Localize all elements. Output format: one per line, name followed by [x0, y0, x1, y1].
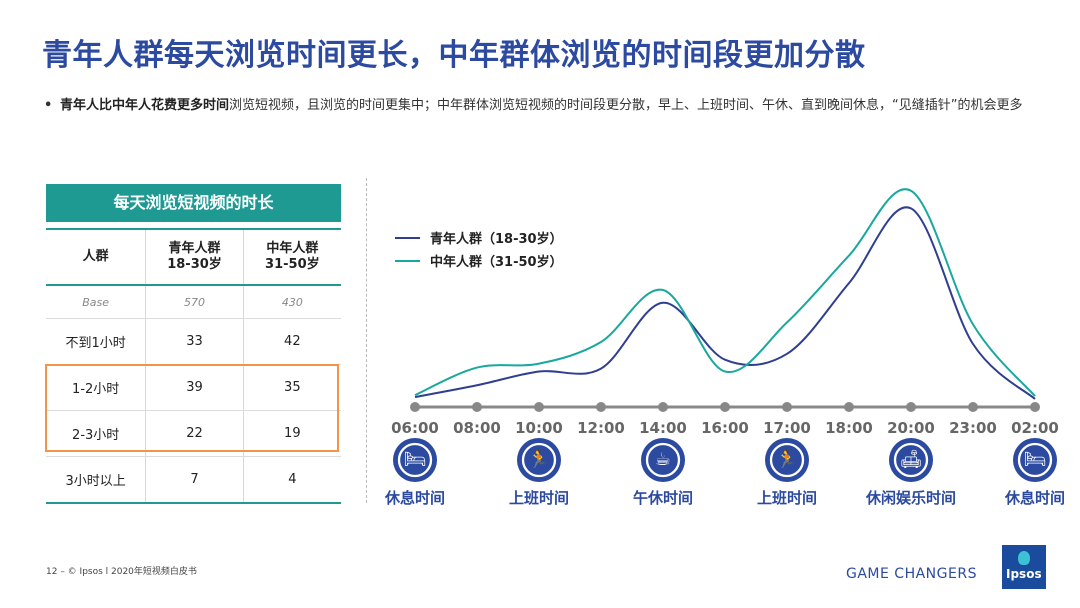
runner-icon: 🏃 [517, 438, 561, 482]
row-label: 3小时以上 [46, 456, 147, 504]
series-line-1 [414, 188, 1036, 397]
duration-table: 人群 青年人群 18-30岁 中年人群 31-50岁 Base 570 430 … [46, 230, 341, 504]
column-header-young-text: 青年人群 18-30岁 [167, 241, 222, 272]
timeline-dot [844, 402, 854, 412]
table-row: 不到1小时 33 42 [46, 318, 341, 365]
coffee-icon-ring [645, 442, 681, 478]
row-label: 2-3小时 [46, 410, 147, 457]
timeline-dot [782, 402, 792, 412]
x-tick-label: 12:00 [577, 419, 625, 437]
timeline-dot [720, 402, 730, 412]
row-mid: 19 [243, 410, 341, 457]
activity-label: 休息时间 [384, 489, 445, 507]
brand-text: GAME CHANGERS [846, 566, 977, 582]
coffee-icon-glyph: ☕ [654, 449, 672, 470]
runner-icon-glyph: 🏃 [775, 449, 799, 470]
x-tick-label: 17:00 [763, 419, 811, 437]
x-tick-label: 14:00 [639, 419, 687, 437]
timeline-dot [596, 402, 606, 412]
table-row: 2-3小时 22 19 [46, 410, 341, 457]
summary-bullet: • 青年人比中年人花费更多时间浏览短视频，且浏览的时间更集中；中年群体浏览短视频… [44, 96, 1044, 115]
summary-text: 浏览短视频，且浏览的时间更集中；中年群体浏览短视频的时间段更分散，早上、上班时间… [229, 98, 1023, 113]
x-tick-label: 02:00 [1011, 419, 1059, 437]
bed-icon: 🛏 [393, 438, 437, 482]
x-tick-label: 20:00 [887, 419, 935, 437]
x-tick-label: 23:00 [949, 419, 997, 437]
timeline-dot [410, 402, 420, 412]
row-label: 不到1小时 [46, 318, 147, 365]
row-young: 22 [145, 410, 244, 457]
row-label: 1-2小时 [46, 364, 147, 411]
runner-icon-ring [769, 442, 805, 478]
table-top-rule [46, 228, 341, 230]
legend-label-0: 青年人群（18-30岁） [430, 231, 563, 247]
column-header-young: 青年人群 18-30岁 [145, 230, 244, 286]
activity-label: 休息时间 [1004, 489, 1065, 507]
sofa-icon-glyph: 🛋 [899, 449, 923, 470]
logo-mark [1018, 551, 1030, 565]
timeline-dot [534, 402, 544, 412]
x-tick-label: 18:00 [825, 419, 873, 437]
bullet-dot: • [44, 98, 53, 113]
timeline-dot [906, 402, 916, 412]
base-mid: 430 [243, 285, 341, 319]
runner-icon: 🏃 [765, 438, 809, 482]
table-row: 3小时以上 7 4 [46, 456, 341, 504]
sofa-icon: 🛋 [889, 438, 933, 482]
row-mid: 42 [243, 318, 341, 365]
highlight-box [45, 364, 339, 452]
table-heading: 每天浏览短视频的时长 [46, 184, 341, 222]
row-young: 33 [145, 318, 244, 365]
bed-icon-glyph: 🛏 [1023, 449, 1047, 470]
logo-text: Ipsos [1006, 567, 1042, 581]
summary-bold: 青年人比中年人花费更多时间 [60, 98, 230, 113]
column-header-mid-text: 中年人群 31-50岁 [265, 241, 320, 272]
coffee-icon: ☕ [641, 438, 685, 482]
x-tick-label: 08:00 [453, 419, 501, 437]
bed-icon-ring [397, 442, 433, 478]
activity-label: 午休时间 [632, 489, 693, 507]
column-header-mid: 中年人群 31-50岁 [243, 230, 341, 286]
activity-label: 休闲娱乐时间 [865, 489, 956, 507]
timeline-dot [472, 402, 482, 412]
timeline-dot [658, 402, 668, 412]
table-row: 1-2小时 39 35 [46, 364, 341, 411]
runner-icon-ring [521, 442, 557, 478]
time-of-day-line-chart: 青年人群（18-30岁） 中年人群（31-50岁） 06:00 08:00 10:00 1… [391, 188, 1059, 437]
base-label: Base [46, 285, 147, 319]
x-tick-label: 06:00 [391, 419, 439, 437]
row-young: 7 [145, 456, 244, 504]
timeline-dot [968, 402, 978, 412]
activity-label: 上班时间 [756, 489, 817, 507]
legend-label-1: 中年人群（31-50岁） [430, 254, 563, 270]
row-mid: 35 [243, 364, 341, 411]
ipsos-logo: Ipsos [1002, 545, 1046, 589]
bed-icon-glyph: 🛏 [403, 449, 427, 470]
sofa-icon-ring [893, 442, 929, 478]
series-line-0 [414, 206, 1036, 400]
bed-icon-ring [1017, 442, 1053, 478]
table-row-base: Base 570 430 [46, 285, 341, 319]
section-divider [366, 178, 367, 503]
page-title: 青年人群每天浏览时间更长，中年群体浏览的时间段更加分散 [42, 38, 866, 73]
column-header-group: 人群 [46, 230, 147, 286]
activity-label: 上班时间 [508, 489, 569, 507]
x-tick-label: 16:00 [701, 419, 749, 437]
runner-icon-glyph: 🏃 [527, 449, 551, 470]
x-tick-label: 10:00 [515, 419, 563, 437]
timeline-dot [1030, 402, 1040, 412]
bed-icon: 🛏 [1013, 438, 1057, 482]
row-young: 39 [145, 364, 244, 411]
row-mid: 4 [243, 456, 341, 504]
base-young: 570 [145, 285, 244, 319]
footer-text: 12 – © Ipsos l 2020年短视频白皮书 [46, 567, 197, 577]
